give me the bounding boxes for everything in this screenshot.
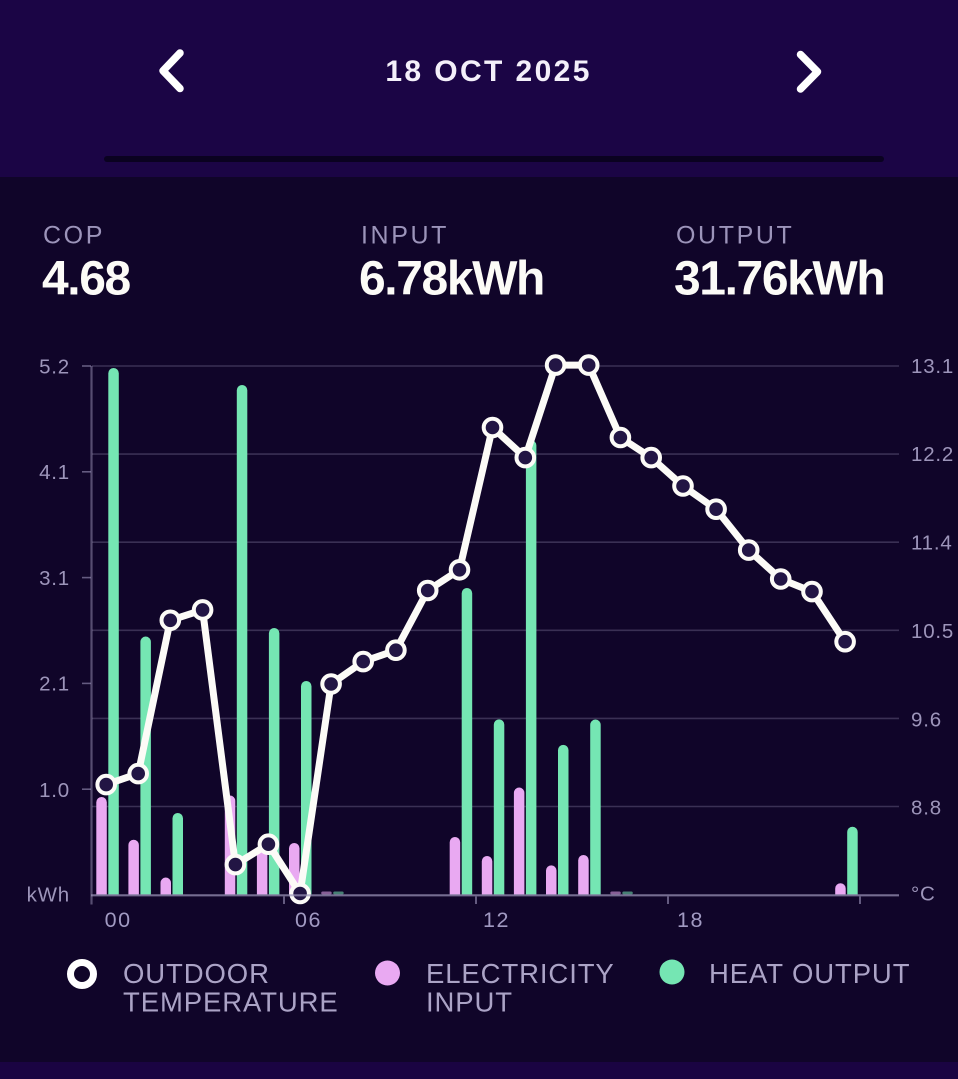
svg-text:18: 18	[677, 908, 704, 932]
svg-text:06: 06	[295, 908, 322, 932]
svg-text:HEAT OUTPUT: HEAT OUTPUT	[709, 958, 910, 989]
svg-text:ELECTRICITY: ELECTRICITY	[426, 958, 615, 989]
svg-text:9.6: 9.6	[911, 708, 942, 731]
svg-text:18 OCT 2025: 18 OCT 2025	[385, 55, 592, 88]
svg-text:6.78kWh: 6.78kWh	[359, 253, 544, 306]
svg-text:10.5: 10.5	[911, 620, 954, 643]
svg-text:INPUT: INPUT	[361, 222, 449, 250]
svg-text:4.1: 4.1	[39, 461, 70, 484]
svg-text:3.1: 3.1	[39, 567, 70, 590]
svg-text:OUTPUT: OUTPUT	[676, 222, 794, 250]
svg-text:12: 12	[483, 908, 510, 932]
svg-text:kWh: kWh	[27, 884, 70, 907]
svg-text:COP: COP	[43, 222, 105, 250]
svg-text:OUTDOOR: OUTDOOR	[123, 958, 270, 989]
svg-text:11.4: 11.4	[911, 532, 953, 555]
svg-text:12.2: 12.2	[911, 443, 954, 466]
svg-text:°C: °C	[911, 883, 936, 906]
svg-text:TEMPERATURE: TEMPERATURE	[123, 987, 339, 1018]
svg-text:INPUT: INPUT	[426, 987, 513, 1018]
svg-text:5.2: 5.2	[39, 355, 70, 378]
svg-text:1.0: 1.0	[39, 779, 70, 802]
svg-text:4.68: 4.68	[42, 253, 131, 306]
svg-text:00: 00	[105, 908, 132, 932]
svg-text:13.1: 13.1	[911, 355, 954, 378]
svg-text:8.8: 8.8	[911, 797, 942, 820]
svg-text:2.1: 2.1	[39, 673, 70, 696]
svg-text:31.76kWh: 31.76kWh	[674, 253, 884, 306]
